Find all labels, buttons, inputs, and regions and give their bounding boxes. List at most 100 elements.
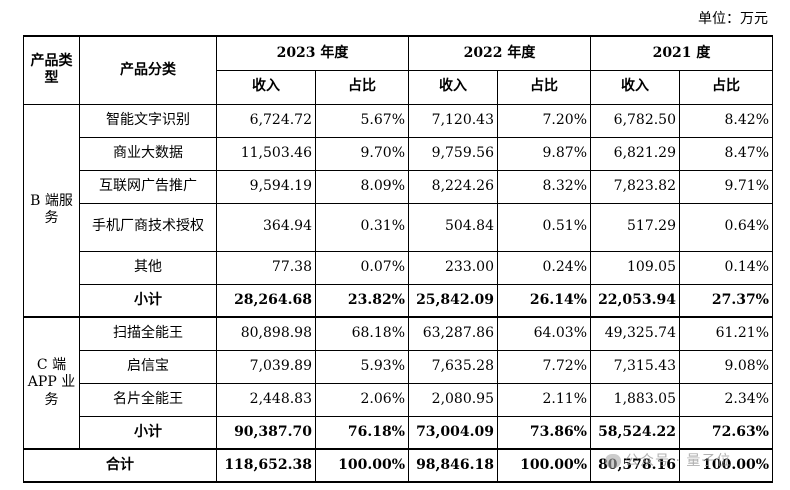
category-name: 扫描全能王 <box>79 316 217 351</box>
category-name: 启信宝 <box>79 349 217 384</box>
share-cell: 8.09% <box>315 169 409 204</box>
table-row: 名片全能王 2,448.83 2.06% 2,080.95 2.11% 1,883.05 2… <box>24 382 773 417</box>
watermark: 公众号 · 量子位 <box>605 450 731 470</box>
share-cell: 8.47% <box>679 136 773 171</box>
share-cell: 2.06% <box>315 382 409 417</box>
subtotal-label: 小计 <box>79 283 217 318</box>
share-cell: 100.00% <box>497 448 591 483</box>
revenue-cell: 7,635.28 <box>408 349 498 384</box>
header-revenue: 收入 <box>216 69 316 105</box>
revenue-cell: 7,039.89 <box>216 349 316 384</box>
wechat-icon <box>605 454 621 468</box>
header-year-2022: 2022 年度 <box>408 35 591 71</box>
revenue-cell: 77.38 <box>216 250 316 285</box>
header-category: 产品分类 <box>79 35 217 105</box>
share-cell: 0.14% <box>679 250 773 285</box>
share-cell: 64.03% <box>497 316 591 351</box>
revenue-cell: 25,842.09 <box>408 283 498 318</box>
table-row: 其他 77.38 0.07% 233.00 0.24% 109.05 0.14% <box>24 250 773 285</box>
share-cell: 26.14% <box>497 283 591 318</box>
share-cell: 76.18% <box>315 415 409 450</box>
header-share: 占比 <box>315 69 409 105</box>
share-cell: 68.18% <box>315 316 409 351</box>
share-cell: 2.34% <box>679 382 773 417</box>
table-row: 商业大数据 11,503.46 9.70% 9,759.56 9.87% 6,821.29… <box>24 136 773 171</box>
revenue-cell: 9,594.19 <box>216 169 316 204</box>
unit-note: 单位：万元 <box>698 11 768 27</box>
share-cell: 7.20% <box>497 103 591 138</box>
table-row: B 端服务 智能文字识别 6,724.72 5.67% 7,120.43 7.20% 6,7… <box>23 103 773 318</box>
watermark-text: 公众号 · 量子位 <box>625 453 732 469</box>
share-cell: 8.42% <box>679 103 773 138</box>
subtotal-row: 小计 90,387.70 76.18% 73,004.09 73.86% 58,524.2… <box>24 415 773 450</box>
revenue-cell: 118,652.38 <box>216 448 316 483</box>
share-cell: 9.70% <box>315 136 409 171</box>
header-product-type: 产品类型 <box>23 35 80 105</box>
table-row: 互联网广告推广 9,594.19 8.09% 8,224.26 8.32% 7,823.8… <box>24 169 773 204</box>
share-cell: 5.93% <box>315 349 409 384</box>
share-cell: 0.31% <box>315 202 409 252</box>
revenue-cell: 364.94 <box>216 202 316 252</box>
revenue-cell: 517.29 <box>590 202 680 252</box>
category-name: 商业大数据 <box>79 136 217 171</box>
table-row: 手机厂商技术授权 364.94 0.31% 504.84 0.51% 517.29 0.64… <box>24 202 773 252</box>
share-cell: 7.72% <box>497 349 591 384</box>
revenue-cell: 8,224.26 <box>408 169 498 204</box>
revenue-cell: 73,004.09 <box>408 415 498 450</box>
header-share: 占比 <box>497 69 591 105</box>
share-cell: 100.00% <box>679 448 773 483</box>
revenue-cell: 7,315.43 <box>590 349 680 384</box>
share-cell: 0.07% <box>315 250 409 285</box>
share-cell: 73.86% <box>497 415 591 450</box>
group-label: C 端 APP 业务 <box>23 316 80 450</box>
share-cell: 100.00% <box>315 448 409 483</box>
category-name: 互联网广告推广 <box>79 169 217 204</box>
revenue-cell: 63,287.86 <box>408 316 498 351</box>
share-cell: 5.67% <box>315 103 409 138</box>
revenue-cell: 9,759.56 <box>408 136 498 171</box>
revenue-cell: 109.05 <box>590 250 680 285</box>
revenue-cell: 233.00 <box>408 250 498 285</box>
share-cell: 23.82% <box>315 283 409 318</box>
share-cell: 9.87% <box>497 136 591 171</box>
category-name: 智能文字识别 <box>79 103 217 138</box>
revenue-cell: 49,325.74 <box>590 316 680 351</box>
revenue-table: 产品类型 产品分类 2023 年度 2022 年度 2021 度 收入 占比 收… <box>23 35 773 483</box>
revenue-cell: 1,883.05 <box>590 382 680 417</box>
group-label: B 端服务 <box>23 103 80 318</box>
revenue-cell: 90,387.70 <box>216 415 316 450</box>
table-body: B 端服务 智能文字识别 6,724.72 5.67% 7,120.43 7.20% 6,7… <box>23 103 773 483</box>
header-revenue: 收入 <box>408 69 498 105</box>
header-share: 占比 <box>679 69 773 105</box>
share-cell: 0.51% <box>497 202 591 252</box>
share-cell: 27.37% <box>679 283 773 318</box>
revenue-cell: 80,898.98 <box>216 316 316 351</box>
share-cell: 61.21% <box>679 316 773 351</box>
revenue-cell: 7,120.43 <box>408 103 498 138</box>
share-cell: 0.24% <box>497 250 591 285</box>
header-year-2023: 2023 年度 <box>216 35 409 71</box>
subtotal-label: 小计 <box>79 415 217 450</box>
revenue-cell: 28,264.68 <box>216 283 316 318</box>
category-name: 手机厂商技术授权 <box>79 202 217 252</box>
revenue-cell: 11,503.46 <box>216 136 316 171</box>
revenue-cell: 98,846.18 <box>408 448 498 483</box>
revenue-cell: 7,823.82 <box>590 169 680 204</box>
revenue-cell: 22,053.94 <box>590 283 680 318</box>
header-year-2021: 2021 度 <box>590 35 773 71</box>
total-label: 合计 <box>23 448 217 483</box>
subtotal-row: 小计 28,264.68 23.82% 25,842.09 26.14% 22,053.9… <box>24 283 773 318</box>
share-cell: 9.08% <box>679 349 773 384</box>
revenue-cell: 504.84 <box>408 202 498 252</box>
share-cell: 72.63% <box>679 415 773 450</box>
revenue-cell: 6,724.72 <box>216 103 316 138</box>
share-cell: 8.32% <box>497 169 591 204</box>
total-row: 合计 118,652.38 100.00% 98,846.18 100.00% 80,57… <box>23 448 773 483</box>
category-name: 其他 <box>79 250 217 285</box>
table-row: C 端 APP 业务 扫描全能王 80,898.98 68.18% 63,287.86 6… <box>23 316 773 450</box>
category-name: 名片全能王 <box>79 382 217 417</box>
share-cell: 0.64% <box>679 202 773 252</box>
revenue-cell: 2,080.95 <box>408 382 498 417</box>
revenue-cell: 58,524.22 <box>590 415 680 450</box>
revenue-cell: 6,782.50 <box>590 103 680 138</box>
